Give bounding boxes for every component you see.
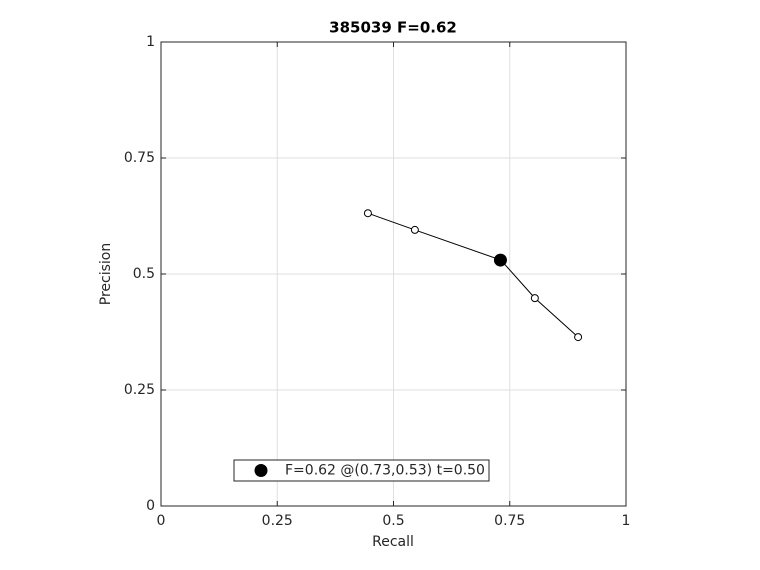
point	[574, 333, 583, 342]
x-tick-label: 0	[157, 513, 166, 529]
chart-title: 385039 F=0.62	[329, 19, 457, 37]
plot-frame	[160, 41, 627, 507]
best-point	[493, 253, 507, 267]
legend-label: F=0.62 @(0.73,0.53) t=0.50	[285, 463, 485, 479]
legend-box	[233, 459, 490, 482]
y-tick-label: 0.5	[133, 266, 155, 282]
x-tick-label: 0.5	[382, 513, 404, 529]
point	[530, 294, 539, 303]
point	[363, 209, 372, 218]
x-tick-label: 0.25	[262, 513, 293, 529]
legend-marker	[254, 464, 268, 477]
y-tick-label: 0	[146, 498, 155, 514]
y-tick-label: 0.25	[124, 382, 155, 398]
x-axis-label: Recall	[372, 534, 414, 550]
y-tick-label: 0.75	[124, 150, 155, 166]
y-tick-label: 1	[146, 34, 155, 50]
x-tick-label: 1	[622, 513, 631, 529]
x-tick-label: 0.75	[494, 513, 525, 529]
point	[410, 225, 419, 234]
y-axis-label: Precision	[98, 243, 114, 305]
